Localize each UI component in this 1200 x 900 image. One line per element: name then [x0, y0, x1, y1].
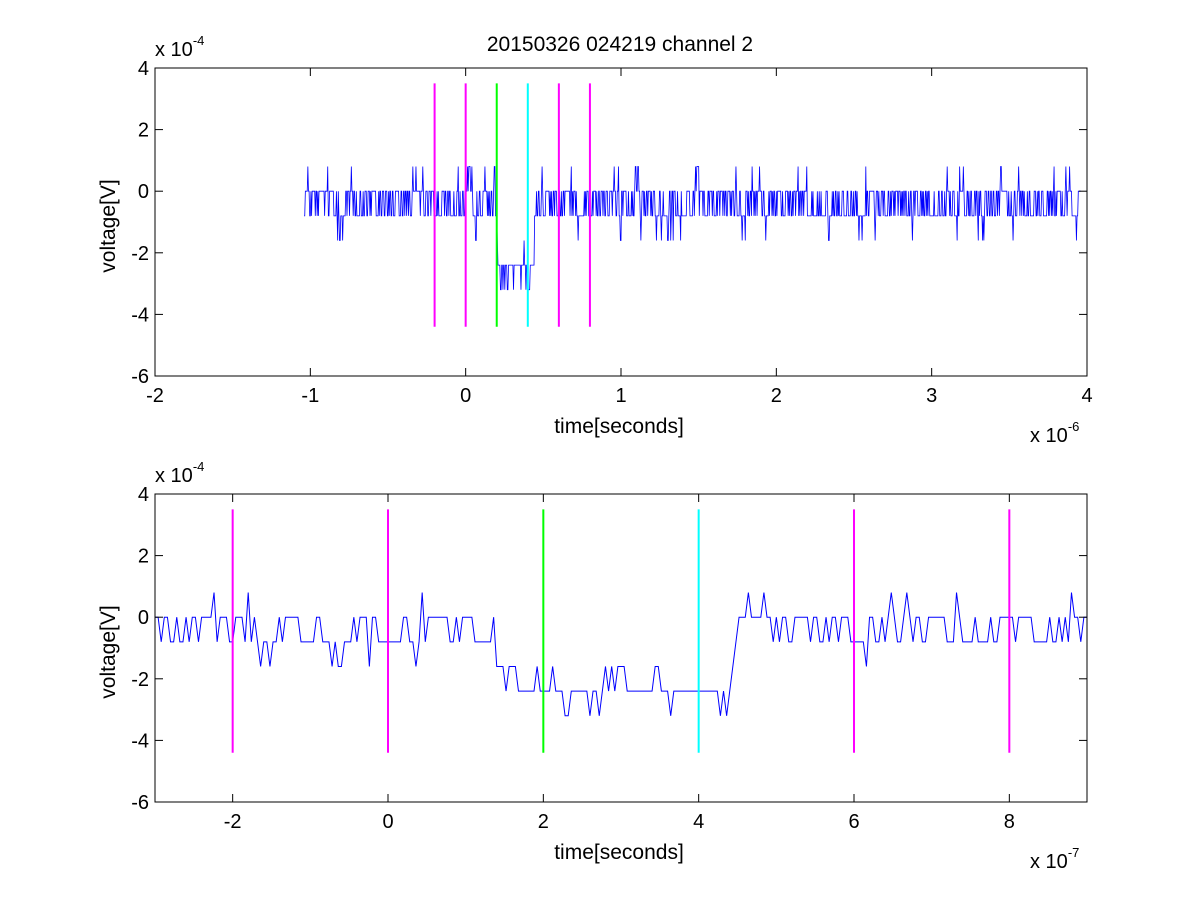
y-scale-exponent: x 10-4 [155, 459, 204, 487]
x-tick-label: 2 [538, 811, 549, 833]
y-tick-label: -2 [131, 669, 149, 691]
bottom-plot: -2 0 2 4 6 8 -6 -4 -2 0 2 4 time[seconds] voltage[V] x… [97, 459, 1088, 873]
top-plot: -2 -1 0 1 2 3 4 -6 -4 -2 0 2 4 time[seconds] voltage[V… [97, 33, 1093, 447]
x-tick-label: 2 [771, 385, 782, 407]
x-tick-label: 4 [1081, 385, 1092, 407]
y-axis-label: voltage[V] [97, 179, 120, 272]
y-tick-label: 0 [138, 607, 149, 629]
y-axis-label: voltage[V] [97, 605, 120, 698]
y-tick-label: -2 [131, 243, 149, 265]
x-axis-label: time[seconds] [554, 415, 684, 438]
y-tick-label: 2 [138, 120, 149, 142]
y-tick-label: 0 [138, 181, 149, 203]
figure-title: 20150326 024219 channel 2 [487, 33, 753, 56]
x-tick-label: 0 [382, 811, 393, 833]
signal-trace [155, 592, 1087, 717]
x-scale-exponent: x 10-7 [1030, 845, 1079, 873]
y-tick-label: 2 [138, 546, 149, 568]
x-tick-label: -2 [146, 385, 164, 407]
y-tick-label: -4 [131, 304, 149, 326]
axes-box [154, 493, 1088, 803]
y-tick-label: -4 [131, 730, 149, 752]
x-tick-label: 0 [460, 385, 471, 407]
y-tick-label: -6 [131, 366, 149, 388]
signal-trace [304, 166, 1081, 291]
x-tick-label: -2 [224, 811, 242, 833]
x-tick-label: 6 [848, 811, 859, 833]
y-tick-label: 4 [138, 58, 149, 80]
y-tick-label: -6 [131, 792, 149, 814]
x-tick-label: -1 [301, 385, 319, 407]
x-scale-exponent: x 10-6 [1030, 419, 1079, 447]
x-tick-label: 1 [615, 385, 626, 407]
x-tick-label: 3 [926, 385, 937, 407]
x-axis-label: time[seconds] [554, 841, 684, 864]
x-tick-label: 4 [693, 811, 704, 833]
y-tick-label: 4 [138, 484, 149, 506]
y-scale-exponent: x 10-4 [155, 33, 204, 61]
x-tick-label: 8 [1004, 811, 1015, 833]
